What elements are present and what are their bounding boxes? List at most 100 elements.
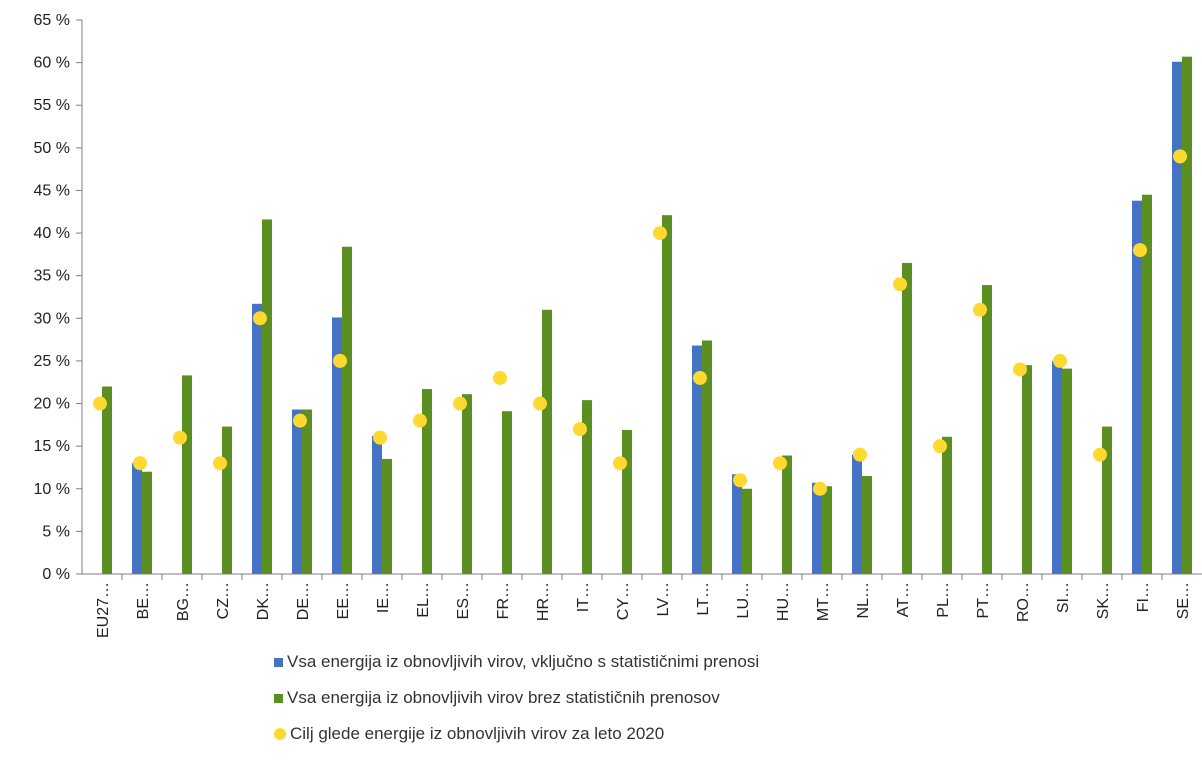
y-tick-label: 35 % [34,268,70,285]
x-tick-label: PL… [935,582,952,618]
y-tick-label: 5 % [42,523,70,540]
target-dot [853,447,867,462]
x-tick-label: PT… [975,582,992,618]
bar-without-transfers [422,389,432,574]
target-dot [1053,353,1067,368]
target-dot [813,481,827,496]
target-dot [1133,243,1147,258]
target-dot [493,370,507,385]
x-tick-label: HU… [775,582,792,621]
target-dot [533,396,547,411]
target-dot [253,311,267,326]
target-dot [333,353,347,368]
x-tick-label: HR… [535,582,552,621]
x-tick-label: SE… [1175,582,1192,619]
target-dot [733,473,747,488]
target-dot [573,422,587,437]
x-tick-label: IT… [575,582,592,612]
bar-without-transfers [662,215,672,574]
bar-with-transfers [1172,61,1182,575]
bar-without-transfers [1062,368,1072,574]
target-dot [173,430,187,445]
target-dot [693,370,707,385]
bar-without-transfers [222,426,232,574]
target-dot [93,396,107,411]
bar-with-transfers [132,463,142,574]
x-tick-label: FR… [495,582,512,619]
y-tick-label: 50 % [34,140,70,157]
x-tick-label: FI… [1135,582,1152,612]
bar-without-transfers [1022,365,1032,574]
target-dot [1173,149,1187,164]
x-tick-label: NL… [855,582,872,618]
bar-without-transfers [782,455,792,574]
x-tick-label: DK… [255,582,272,620]
bar-with-transfers [732,474,742,574]
x-tick-label: EU27… [95,582,112,638]
bar-chart: 0 % 5 % 10 % 15 % 20 % 25 % 30 % 35 % 40 % 45 % 50… [34,12,1202,638]
y-tick-label: 25 % [34,353,70,370]
bar-without-transfers [902,262,912,574]
legend-item-with-transfers: Vsa energija iz obnovljivih virov, vklju… [274,644,759,680]
bar-without-transfers [102,386,112,574]
target-dot [213,456,227,471]
legend-swatch-green [274,693,283,703]
bar-with-transfers [1052,360,1062,574]
bar-with-transfers [692,345,702,574]
bar-without-transfers [542,309,552,574]
bar-without-transfers [182,375,192,574]
bar-without-transfers [822,486,832,574]
x-tick-label: LT… [695,582,712,615]
x-tick-label: EL… [415,582,432,618]
target-dot [453,396,467,411]
bar-without-transfers [462,394,472,574]
bar-without-transfers [942,436,952,574]
y-tick-label: 55 % [34,97,70,114]
bar-without-transfers [742,488,752,574]
bar-without-transfers [342,246,352,574]
bar-without-transfers [862,475,872,574]
bar-with-transfers [372,435,382,574]
x-tick-label: AT… [895,582,912,617]
x-tick-label: BG… [175,582,192,621]
x-tick-label: IE… [375,582,392,613]
y-tick-label: 30 % [34,310,70,327]
x-tick-label: SK… [1095,582,1112,619]
x-tick-label: SI… [1055,582,1072,613]
x-tick-label: BE… [135,582,152,619]
legend-swatch-yellow-dot [274,728,286,740]
bar-with-transfers [1132,200,1142,575]
bars [102,56,1192,575]
x-tick-label: EE… [335,582,352,619]
bar-without-transfers [702,340,712,574]
target-dots [93,149,1187,496]
legend-swatch-blue [274,657,283,667]
legend-label: Cilj glede energije iz obnovljivih virov… [290,724,665,743]
bar-with-transfers [812,482,822,574]
bar-without-transfers [502,411,512,574]
x-axis: EU27… BE… BG… CZ… DK… DE… EE… IE… EL… ES… FR… HR… IT… [82,573,1202,638]
target-dot [653,226,667,241]
bar-with-transfers [332,317,342,574]
bar-without-transfers [982,285,992,574]
y-tick-label: 40 % [34,225,70,242]
target-dot [413,413,427,428]
target-dot [893,277,907,292]
target-dot [293,413,307,428]
bar-without-transfers [382,458,392,574]
y-axis: 0 % 5 % 10 % 15 % 20 % 25 % 30 % 35 % 40 % 45 % 50… [34,12,83,583]
legend-item-target-2020: Cilj glede energije iz obnovljivih virov… [274,716,759,752]
y-tick-label: 0 % [42,566,70,583]
target-dot [1093,447,1107,462]
y-tick-label: 65 % [34,12,70,29]
y-tick-label: 45 % [34,182,70,199]
y-tick-label: 20 % [34,396,70,413]
bar-without-transfers [1102,426,1112,574]
target-dot [1013,362,1027,377]
bar-without-transfers [1182,56,1192,574]
bar-with-transfers [252,303,262,574]
x-tick-label: MT… [815,582,832,621]
x-tick-label: DE… [295,582,312,620]
y-tick-label: 60 % [34,55,70,72]
bar-without-transfers [302,409,312,574]
